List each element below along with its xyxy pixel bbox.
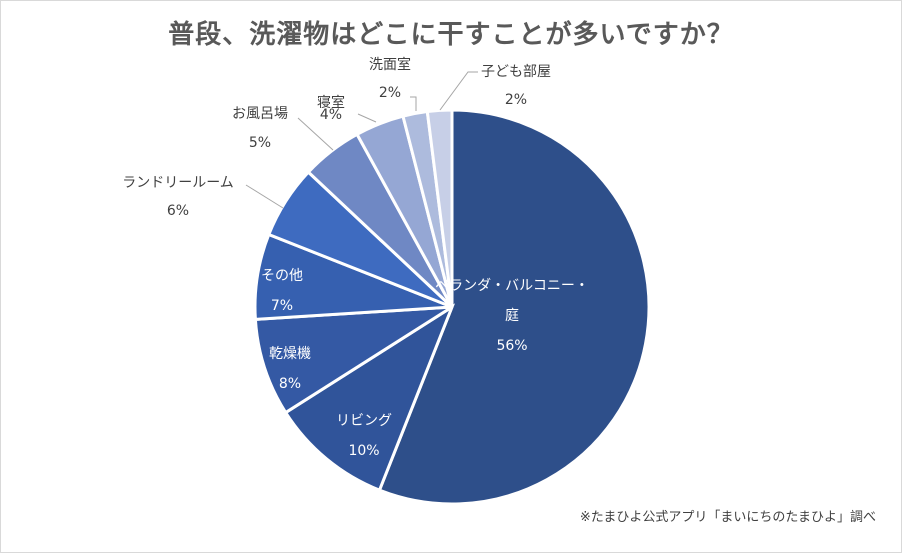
slice-category-label: 庭 — [505, 307, 519, 324]
slice-category-label: 洗面室 — [369, 56, 411, 73]
pie-slice — [377, 108, 651, 506]
slice-labels: ベランダ・バルコニー・庭 56% リビング 10% 乾燥機 8% その他 7% ランドリールーム… — [122, 56, 589, 459]
leader-line — [297, 117, 334, 151]
slice-category-label: 寝室 — [317, 94, 345, 111]
slice-category-label: ランドリールーム — [122, 175, 234, 191]
slice-category-label: お風呂場 — [232, 106, 288, 122]
slice-category-label: 乾燥機 — [269, 346, 311, 362]
slice-value-label: 8% — [279, 376, 301, 392]
slice-category-label: 子ども部屋 — [481, 64, 551, 80]
pie-slices — [253, 108, 651, 506]
pie-slice — [425, 108, 454, 308]
pie-slice — [253, 305, 453, 415]
slice-value-label: 10% — [348, 443, 379, 459]
leader-line — [439, 71, 478, 111]
slice-value-label: 7% — [271, 298, 293, 314]
leader-lines — [245, 71, 478, 209]
chart-title: 普段、洗濯物はどこに干すことが多いですか？ — [168, 20, 734, 50]
leader-line — [245, 184, 284, 209]
slice-value-label: 6% — [167, 203, 189, 219]
leader-line — [410, 96, 417, 111]
pie-slice — [283, 303, 456, 493]
slice-value-label: 2% — [379, 85, 401, 101]
source-note: ※たまひよ公式アプリ「まいにちのたまひよ」調べ — [579, 510, 876, 525]
slice-value-label: 5% — [249, 135, 271, 151]
slice-value-label: 56% — [496, 338, 527, 354]
leader-line — [357, 113, 377, 123]
slice-category-label: その他 — [261, 268, 303, 284]
slice-value-label: 2% — [505, 92, 527, 108]
slice-value-label: 4% — [320, 107, 342, 123]
slice-category-label: ベランダ・バルコニー・ — [435, 278, 589, 294]
slice-category-label: リビング — [336, 413, 392, 429]
